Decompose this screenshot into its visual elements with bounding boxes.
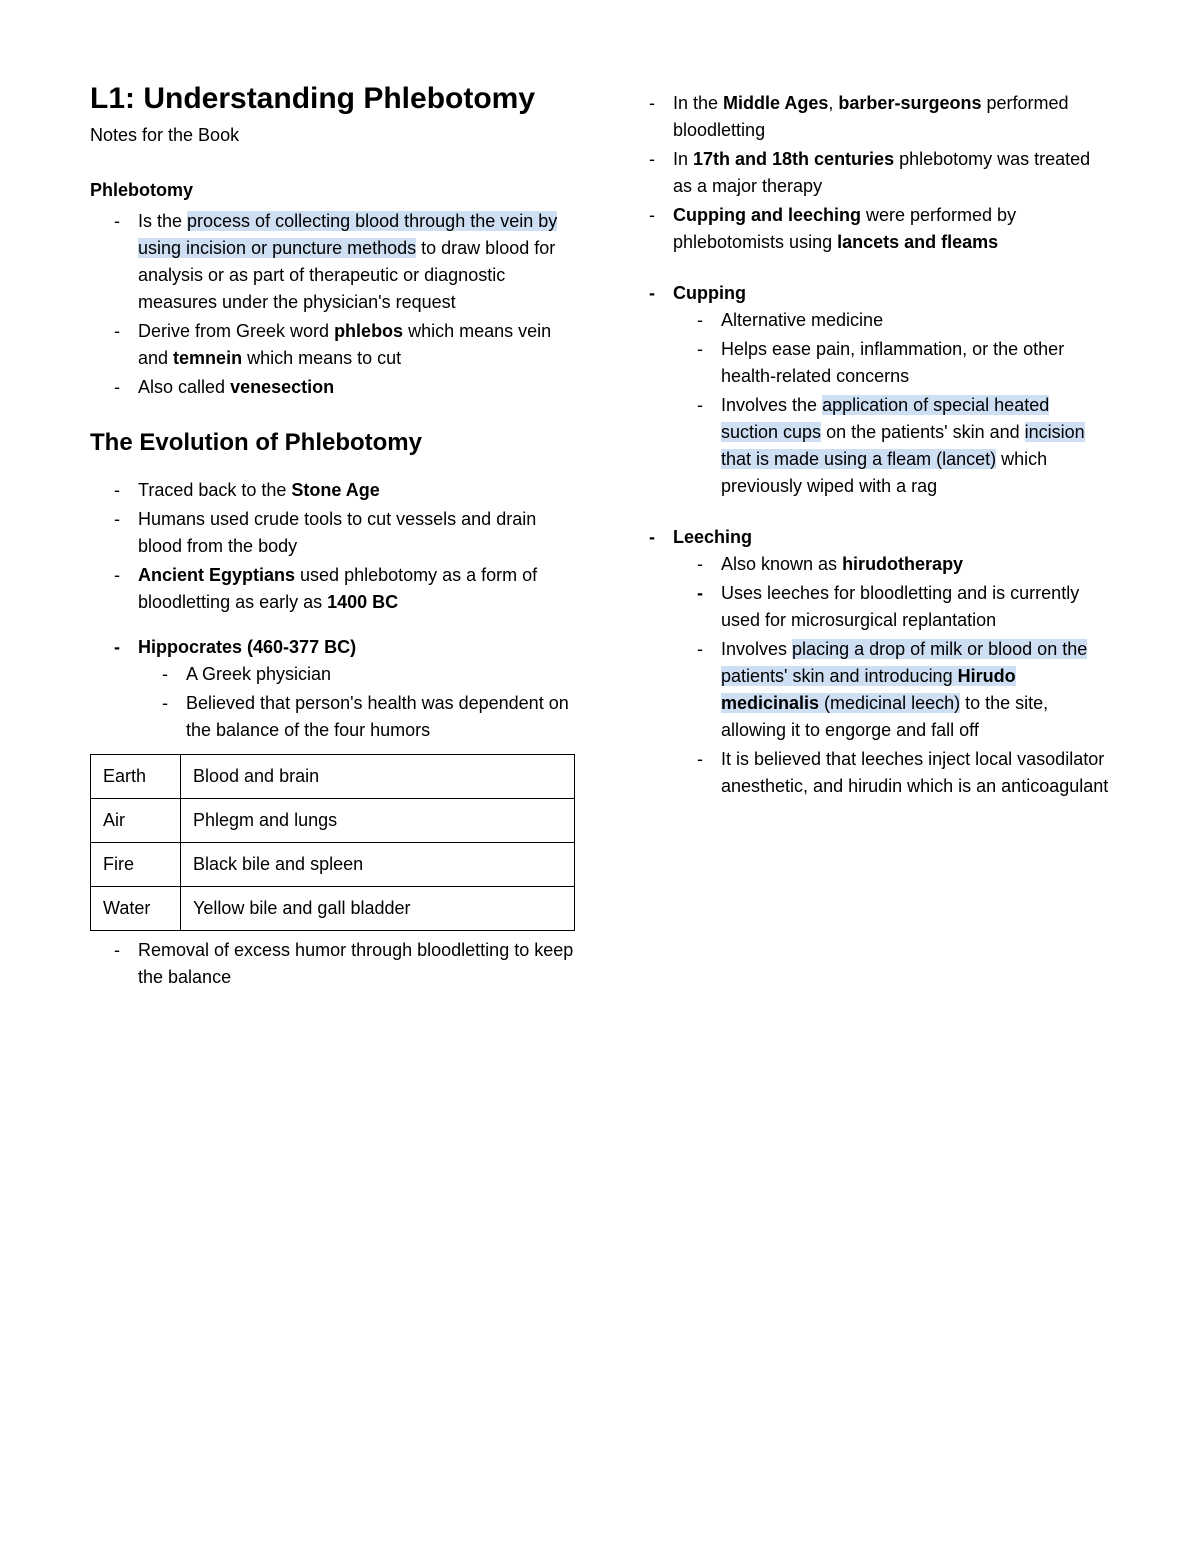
list-item: Humans used crude tools to cut vessels a…	[90, 506, 575, 560]
text: Also called	[138, 377, 230, 397]
bold-text: Cupping and leeching	[673, 205, 861, 225]
cupping-heading: Cupping	[673, 283, 746, 303]
list-item: Is the process of collecting blood throu…	[90, 208, 575, 316]
list-item: Leeching Also known as hirudotherapy Use…	[625, 524, 1110, 800]
table-cell: Blood and brain	[181, 754, 575, 798]
text: ,	[828, 93, 838, 113]
bold-text: temnein	[173, 348, 242, 368]
table-cell: Fire	[91, 842, 181, 886]
text: Also known as	[721, 554, 842, 574]
humors-table: Earth Blood and brain Air Phlegm and lun…	[90, 754, 575, 931]
bold-text: Stone Age	[291, 480, 379, 500]
table-cell: Water	[91, 886, 181, 930]
text: Humans used crude tools to cut vessels a…	[138, 509, 536, 556]
text: Removal of excess humor through bloodlet…	[138, 940, 573, 987]
hippocrates-sublist: A Greek physician Believed that person's…	[138, 661, 575, 744]
right-column: In the Middle Ages, barber-surgeons perf…	[625, 80, 1110, 993]
list-item: Traced back to the Stone Age	[90, 477, 575, 504]
table-cell: Air	[91, 798, 181, 842]
page-subtitle: Notes for the Book	[90, 122, 575, 149]
bold-text: Ancient Egyptians	[138, 565, 295, 585]
list-item: A Greek physician	[138, 661, 575, 688]
list-item: Believed that person's health was depend…	[138, 690, 575, 744]
table-cell: Black bile and spleen	[181, 842, 575, 886]
list-item: Derive from Greek word phlebos which mea…	[90, 318, 575, 372]
hippocrates-list: Hippocrates (460-377 BC) A Greek physici…	[90, 634, 575, 744]
bold-text: hirudotherapy	[842, 554, 963, 574]
evolution-heading: The Evolution of Phlebotomy	[90, 425, 575, 461]
table-cell: Yellow bile and gall bladder	[181, 886, 575, 930]
text: which means to cut	[242, 348, 401, 368]
table-cell: Earth	[91, 754, 181, 798]
leeching-heading: Leeching	[673, 527, 752, 547]
text: It is believed that leeches inject local…	[721, 749, 1108, 796]
text: A Greek physician	[186, 664, 331, 684]
list-item: It is believed that leeches inject local…	[673, 746, 1110, 800]
list-item: Helps ease pain, inflammation, or the ot…	[673, 336, 1110, 390]
list-item: Alternative medicine	[673, 307, 1110, 334]
left-column: L1: Understanding Phlebotomy Notes for t…	[90, 80, 575, 993]
bold-text: lancets and fleams	[837, 232, 998, 252]
table-cell: Phlegm and lungs	[181, 798, 575, 842]
text: Involves the	[721, 395, 822, 415]
list-item: Involves the application of special heat…	[673, 392, 1110, 500]
phlebotomy-list: Is the process of collecting blood throu…	[90, 208, 575, 401]
two-column-layout: L1: Understanding Phlebotomy Notes for t…	[90, 80, 1110, 993]
text: Is the	[138, 211, 187, 231]
bold-text: phlebos	[334, 321, 403, 341]
list-item: Also known as hirudotherapy	[673, 551, 1110, 578]
list-item: In the Middle Ages, barber-surgeons perf…	[625, 90, 1110, 144]
list-item: Removal of excess humor through bloodlet…	[90, 937, 575, 991]
bold-text: 17th and 18th centuries	[693, 149, 894, 169]
after-table-list: Removal of excess humor through bloodlet…	[90, 937, 575, 991]
list-item: Uses leeches for bloodletting and is cur…	[673, 580, 1110, 634]
cupping-list: Cupping Alternative medicine Helps ease …	[625, 280, 1110, 500]
leeching-sublist: Also known as hirudotherapy Uses leeches…	[673, 551, 1110, 800]
text: In	[673, 149, 693, 169]
page-title: L1: Understanding Phlebotomy	[90, 80, 575, 118]
phlebotomy-heading: Phlebotomy	[90, 177, 575, 204]
text: Uses leeches for bloodletting and is cur…	[721, 583, 1079, 630]
evolution-list: Traced back to the Stone Age Humans used…	[90, 477, 575, 616]
leeching-list: Leeching Also known as hirudotherapy Use…	[625, 524, 1110, 800]
list-item: Hippocrates (460-377 BC) A Greek physici…	[90, 634, 575, 744]
cupping-sublist: Alternative medicine Helps ease pain, in…	[673, 307, 1110, 500]
text: Helps ease pain, inflammation, or the ot…	[721, 339, 1064, 386]
table-row: Earth Blood and brain	[91, 754, 575, 798]
table-row: Air Phlegm and lungs	[91, 798, 575, 842]
list-item: Ancient Egyptians used phlebotomy as a f…	[90, 562, 575, 616]
text: Alternative medicine	[721, 310, 883, 330]
hippocrates-heading: Hippocrates (460-377 BC)	[138, 637, 356, 657]
list-item: Cupping Alternative medicine Helps ease …	[625, 280, 1110, 500]
list-item: Cupping and leeching were performed by p…	[625, 202, 1110, 256]
list-item: In 17th and 18th centuries phlebotomy wa…	[625, 146, 1110, 200]
text: Believed that person's health was depend…	[186, 693, 569, 740]
col2-list: In the Middle Ages, barber-surgeons perf…	[625, 90, 1110, 256]
list-item: Involves placing a drop of milk or blood…	[673, 636, 1110, 744]
bold-text: 1400 BC	[327, 592, 398, 612]
text: on the patients' skin and	[821, 422, 1025, 442]
bold-text: venesection	[230, 377, 334, 397]
table-row: Fire Black bile and spleen	[91, 842, 575, 886]
text: (medicinal leech)	[819, 693, 960, 713]
bold-text: barber-surgeons	[838, 93, 981, 113]
text: Traced back to the	[138, 480, 291, 500]
text: Derive from Greek word	[138, 321, 334, 341]
text: Involves	[721, 639, 792, 659]
bold-text: Middle Ages	[723, 93, 828, 113]
list-item: Also called venesection	[90, 374, 575, 401]
table-row: Water Yellow bile and gall bladder	[91, 886, 575, 930]
text: In the	[673, 93, 723, 113]
